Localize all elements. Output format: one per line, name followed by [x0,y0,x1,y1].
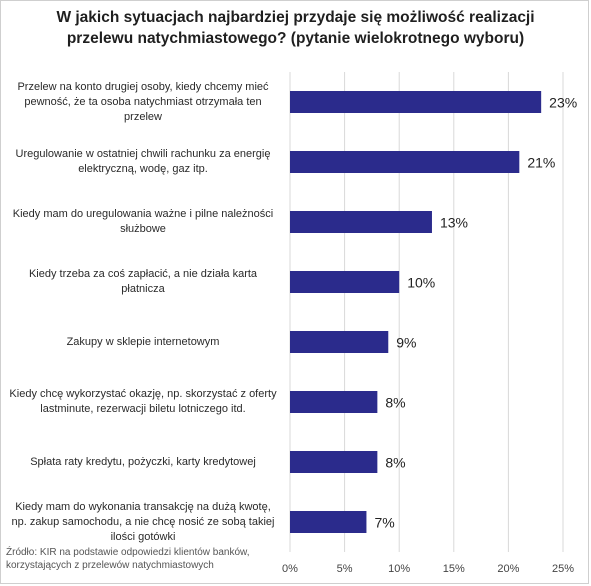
category-label-line: Kiedy trzeba za coś zapłacić, a nie dzia… [28,268,258,280]
chart-title: W jakich sytuacjach najbardziej przydaje… [10,7,581,49]
data-label: 8% [385,395,405,411]
x-tick-label: 25% [552,563,574,575]
x-tick-label: 20% [497,563,519,575]
bar [290,91,542,113]
category-label-line: Spłata raty kredytu, pożyczki, karty kre… [30,455,256,468]
data-label: 21% [527,155,555,171]
category-label-line: pewność, że ta osoba natychmiast otrzyma… [24,95,262,108]
category-label-line: Kiedy chcę wykorzystać okazję, np. skorz… [9,388,277,400]
chart-title-line-2: przelewu natychmiastowego? (pytanie wiel… [66,30,525,47]
category-label: Uregulowanie w ostatniej chwili rachunku… [6,147,280,177]
data-label: 13% [440,215,468,231]
category-label: Przelew na konto drugiej osoby, kiedy ch… [6,80,280,125]
source-note: Źródło: KIR na podstawie odpowiedzi klie… [6,546,276,572]
category-label: Kiedy mam do uregulowania ważne i pilne … [6,207,280,237]
category-label: Zakupy w sklepie internetowym [6,335,280,350]
bar [290,451,378,473]
bar [290,391,378,413]
category-label: Kiedy trzeba za coś zapłacić, a nie dzia… [6,267,280,297]
bar [290,151,520,173]
data-label: 9% [396,335,416,351]
category-label-line: lastminute, rezerwacji biletu lotniczego… [40,403,246,415]
category-label-line: Uregulowanie w ostatniej chwili rachunku… [15,148,271,160]
bar [290,271,400,293]
category-label: Spłata raty kredytu, pożyczki, karty kre… [6,455,280,470]
category-label: Kiedy mam do wykonania transakcję na duż… [6,500,280,545]
category-label-line: Kiedy mam do wykonania transakcję na duż… [15,500,271,513]
x-tick-label: 5% [337,563,353,575]
category-label: Kiedy chcę wykorzystać okazję, np. skorz… [6,387,280,417]
category-label-line: elektryczną, wodę, gaz itp. [78,163,208,175]
category-label-line: Zakupy w sklepie internetowym [66,335,220,348]
category-label-line: płatnicza [121,283,165,295]
chart-title-line-1: W jakich sytuacjach najbardziej przydaje… [56,9,535,26]
category-label-line: Kiedy mam do uregulowania ważne i pilne … [12,208,274,220]
category-label-line: ilości gotówki [110,530,176,543]
bar [290,211,432,233]
source-line-1: Źródło: KIR na podstawie odpowiedzi klie… [6,547,250,558]
category-label-line: przelew [124,110,162,123]
category-label-line: np. zakup samochodu, a nie chcę nosić ze… [11,515,275,528]
data-label: 8% [385,455,405,471]
source-line-2: korzystających z przelewów natychmiastow… [6,560,214,571]
x-tick-label: 10% [388,563,410,575]
x-tick-label: 15% [443,563,465,575]
category-label-line: służbowe [120,223,166,235]
bar [290,511,367,533]
data-label: 10% [407,275,435,291]
data-label: 23% [549,95,577,111]
data-label: 7% [374,515,394,531]
x-tick-label: 0% [282,563,298,575]
category-label-line: Przelew na konto drugiej osoby, kiedy ch… [17,80,269,93]
bar [290,331,389,353]
